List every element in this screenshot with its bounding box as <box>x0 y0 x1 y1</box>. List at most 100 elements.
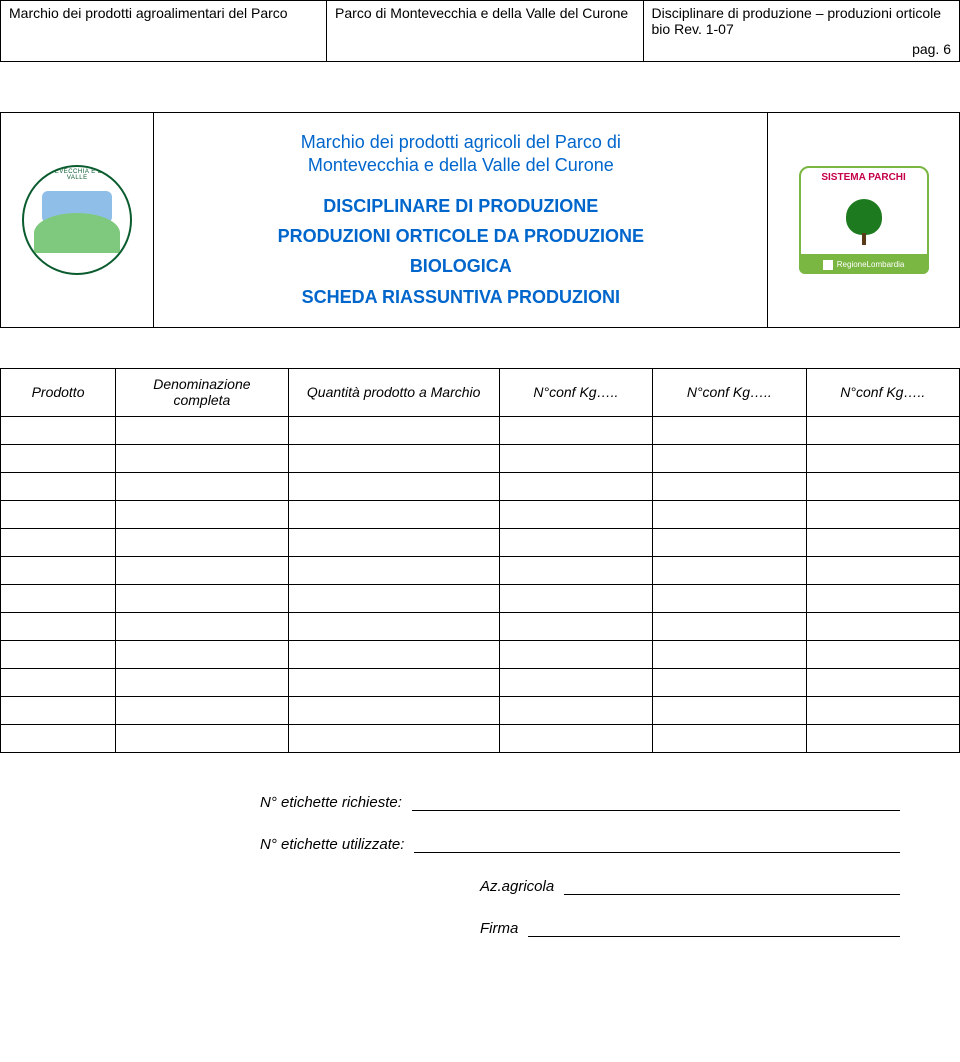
table-cell[interactable] <box>806 416 959 444</box>
title-line1: Marchio dei prodotti agricoli del Parco … <box>162 131 759 154</box>
col-denominazione: Denominazione completa <box>116 368 289 416</box>
table-cell[interactable] <box>653 528 806 556</box>
col-conf-3: N°conf Kg….. <box>806 368 959 416</box>
table-row <box>1 612 960 640</box>
table-cell[interactable] <box>653 640 806 668</box>
col-prodotto: Prodotto <box>1 368 116 416</box>
table-cell[interactable] <box>116 556 289 584</box>
table-cell[interactable] <box>1 444 116 472</box>
table-cell[interactable] <box>653 696 806 724</box>
table-cell[interactable] <box>806 500 959 528</box>
table-cell[interactable] <box>116 612 289 640</box>
page-number: pag. 6 <box>652 41 951 57</box>
table-cell[interactable] <box>288 724 499 752</box>
title-text-cell: Marchio dei prodotti agricoli del Parco … <box>154 113 768 328</box>
table-cell[interactable] <box>288 444 499 472</box>
field-azienda: Az.agricola <box>260 877 900 895</box>
table-cell[interactable] <box>499 472 652 500</box>
table-row <box>1 668 960 696</box>
col-conf-2: N°conf Kg….. <box>653 368 806 416</box>
table-cell[interactable] <box>499 612 652 640</box>
table-cell[interactable] <box>116 668 289 696</box>
title-block: MONTEVECCHIA E DELLA VALLE Marchio dei p… <box>0 112 960 328</box>
table-cell[interactable] <box>288 528 499 556</box>
table-cell[interactable] <box>1 612 116 640</box>
input-line[interactable] <box>412 793 900 811</box>
table-row <box>1 416 960 444</box>
table-cell[interactable] <box>499 528 652 556</box>
table-cell[interactable] <box>288 640 499 668</box>
table-cell[interactable] <box>288 612 499 640</box>
table-cell[interactable] <box>806 556 959 584</box>
table-cell[interactable] <box>653 500 806 528</box>
table-cell[interactable] <box>806 472 959 500</box>
table-cell[interactable] <box>653 724 806 752</box>
table-row <box>1 640 960 668</box>
table-cell[interactable] <box>806 528 959 556</box>
table-cell[interactable] <box>653 668 806 696</box>
header-left: Marchio dei prodotti agroalimentari del … <box>1 1 327 62</box>
table-cell[interactable] <box>499 584 652 612</box>
input-line[interactable] <box>528 919 900 937</box>
table-header-row: Prodotto Denominazione completa Quantità… <box>1 368 960 416</box>
table-cell[interactable] <box>653 556 806 584</box>
table-cell[interactable] <box>499 640 652 668</box>
input-line[interactable] <box>414 835 900 853</box>
table-cell[interactable] <box>1 696 116 724</box>
table-row <box>1 444 960 472</box>
table-cell[interactable] <box>499 696 652 724</box>
table-cell[interactable] <box>653 612 806 640</box>
title-line5: BIOLOGICA <box>162 254 759 278</box>
table-cell[interactable] <box>1 640 116 668</box>
table-cell[interactable] <box>288 556 499 584</box>
table-cell[interactable] <box>116 724 289 752</box>
table-cell[interactable] <box>116 696 289 724</box>
table-cell[interactable] <box>1 724 116 752</box>
header-right-text: Disciplinare di produzione – produzioni … <box>652 5 951 37</box>
table-cell[interactable] <box>1 584 116 612</box>
table-cell[interactable] <box>499 444 652 472</box>
table-cell[interactable] <box>1 556 116 584</box>
table-cell[interactable] <box>116 416 289 444</box>
table-cell[interactable] <box>806 696 959 724</box>
table-cell[interactable] <box>806 668 959 696</box>
table-cell[interactable] <box>288 668 499 696</box>
table-cell[interactable] <box>116 472 289 500</box>
table-cell[interactable] <box>499 500 652 528</box>
footer-fields: N° etichette richieste: N° etichette uti… <box>0 793 960 937</box>
title-line6: SCHEDA RIASSUNTIVA PRODUZIONI <box>162 285 759 309</box>
table-cell[interactable] <box>653 444 806 472</box>
table-cell[interactable] <box>1 472 116 500</box>
table-cell[interactable] <box>1 500 116 528</box>
input-line[interactable] <box>564 877 900 895</box>
table-cell[interactable] <box>653 416 806 444</box>
table-cell[interactable] <box>116 528 289 556</box>
table-cell[interactable] <box>499 668 652 696</box>
table-cell[interactable] <box>1 528 116 556</box>
table-cell[interactable] <box>653 472 806 500</box>
table-cell[interactable] <box>288 696 499 724</box>
table-cell[interactable] <box>653 584 806 612</box>
table-cell[interactable] <box>806 444 959 472</box>
table-cell[interactable] <box>288 416 499 444</box>
table-cell[interactable] <box>806 584 959 612</box>
table-cell[interactable] <box>288 500 499 528</box>
table-cell[interactable] <box>288 584 499 612</box>
table-cell[interactable] <box>116 444 289 472</box>
table-cell[interactable] <box>806 612 959 640</box>
table-cell[interactable] <box>1 668 116 696</box>
field-etichette-richieste: N° etichette richieste: <box>260 793 900 811</box>
table-cell[interactable] <box>806 640 959 668</box>
table-cell[interactable] <box>116 500 289 528</box>
table-row <box>1 556 960 584</box>
table-cell[interactable] <box>499 724 652 752</box>
table-cell[interactable] <box>116 640 289 668</box>
table-cell[interactable] <box>288 472 499 500</box>
table-cell[interactable] <box>499 416 652 444</box>
table-cell[interactable] <box>806 724 959 752</box>
col-quantita: Quantità prodotto a Marchio <box>288 368 499 416</box>
table-cell[interactable] <box>1 416 116 444</box>
table-cell[interactable] <box>116 584 289 612</box>
table-cell[interactable] <box>499 556 652 584</box>
col-conf-1: N°conf Kg….. <box>499 368 652 416</box>
